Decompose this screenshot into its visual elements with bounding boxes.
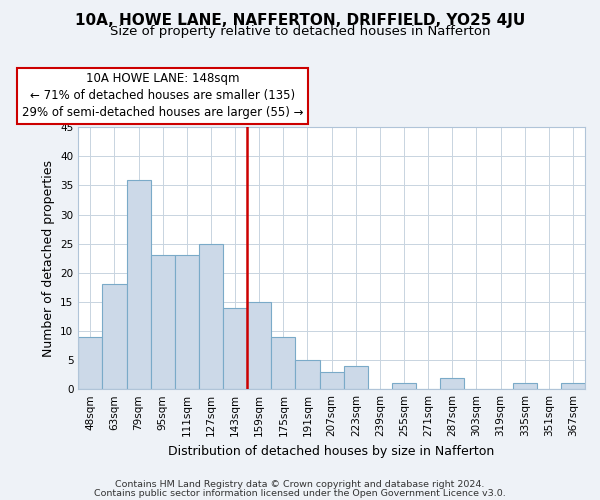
Y-axis label: Number of detached properties: Number of detached properties	[41, 160, 55, 356]
Text: 10A, HOWE LANE, NAFFERTON, DRIFFIELD, YO25 4JU: 10A, HOWE LANE, NAFFERTON, DRIFFIELD, YO…	[75, 12, 525, 28]
Bar	[440, 378, 464, 389]
Bar	[344, 366, 368, 389]
Bar	[175, 256, 199, 389]
Text: Contains HM Land Registry data © Crown copyright and database right 2024.: Contains HM Land Registry data © Crown c…	[115, 480, 485, 489]
Text: Size of property relative to detached houses in Nafferton: Size of property relative to detached ho…	[110, 25, 490, 38]
Bar	[320, 372, 344, 389]
Bar	[78, 337, 103, 389]
Bar	[151, 256, 175, 389]
Text: 10A HOWE LANE: 148sqm
← 71% of detached houses are smaller (135)
29% of semi-det: 10A HOWE LANE: 148sqm ← 71% of detached …	[22, 72, 304, 120]
Bar	[512, 384, 537, 389]
Bar	[103, 284, 127, 389]
Bar	[561, 384, 585, 389]
Bar	[295, 360, 320, 389]
Bar	[223, 308, 247, 389]
Bar	[392, 384, 416, 389]
Bar	[199, 244, 223, 389]
Bar	[247, 302, 271, 389]
Bar	[127, 180, 151, 389]
Text: Contains public sector information licensed under the Open Government Licence v3: Contains public sector information licen…	[94, 488, 506, 498]
Bar	[271, 337, 295, 389]
X-axis label: Distribution of detached houses by size in Nafferton: Distribution of detached houses by size …	[169, 444, 495, 458]
